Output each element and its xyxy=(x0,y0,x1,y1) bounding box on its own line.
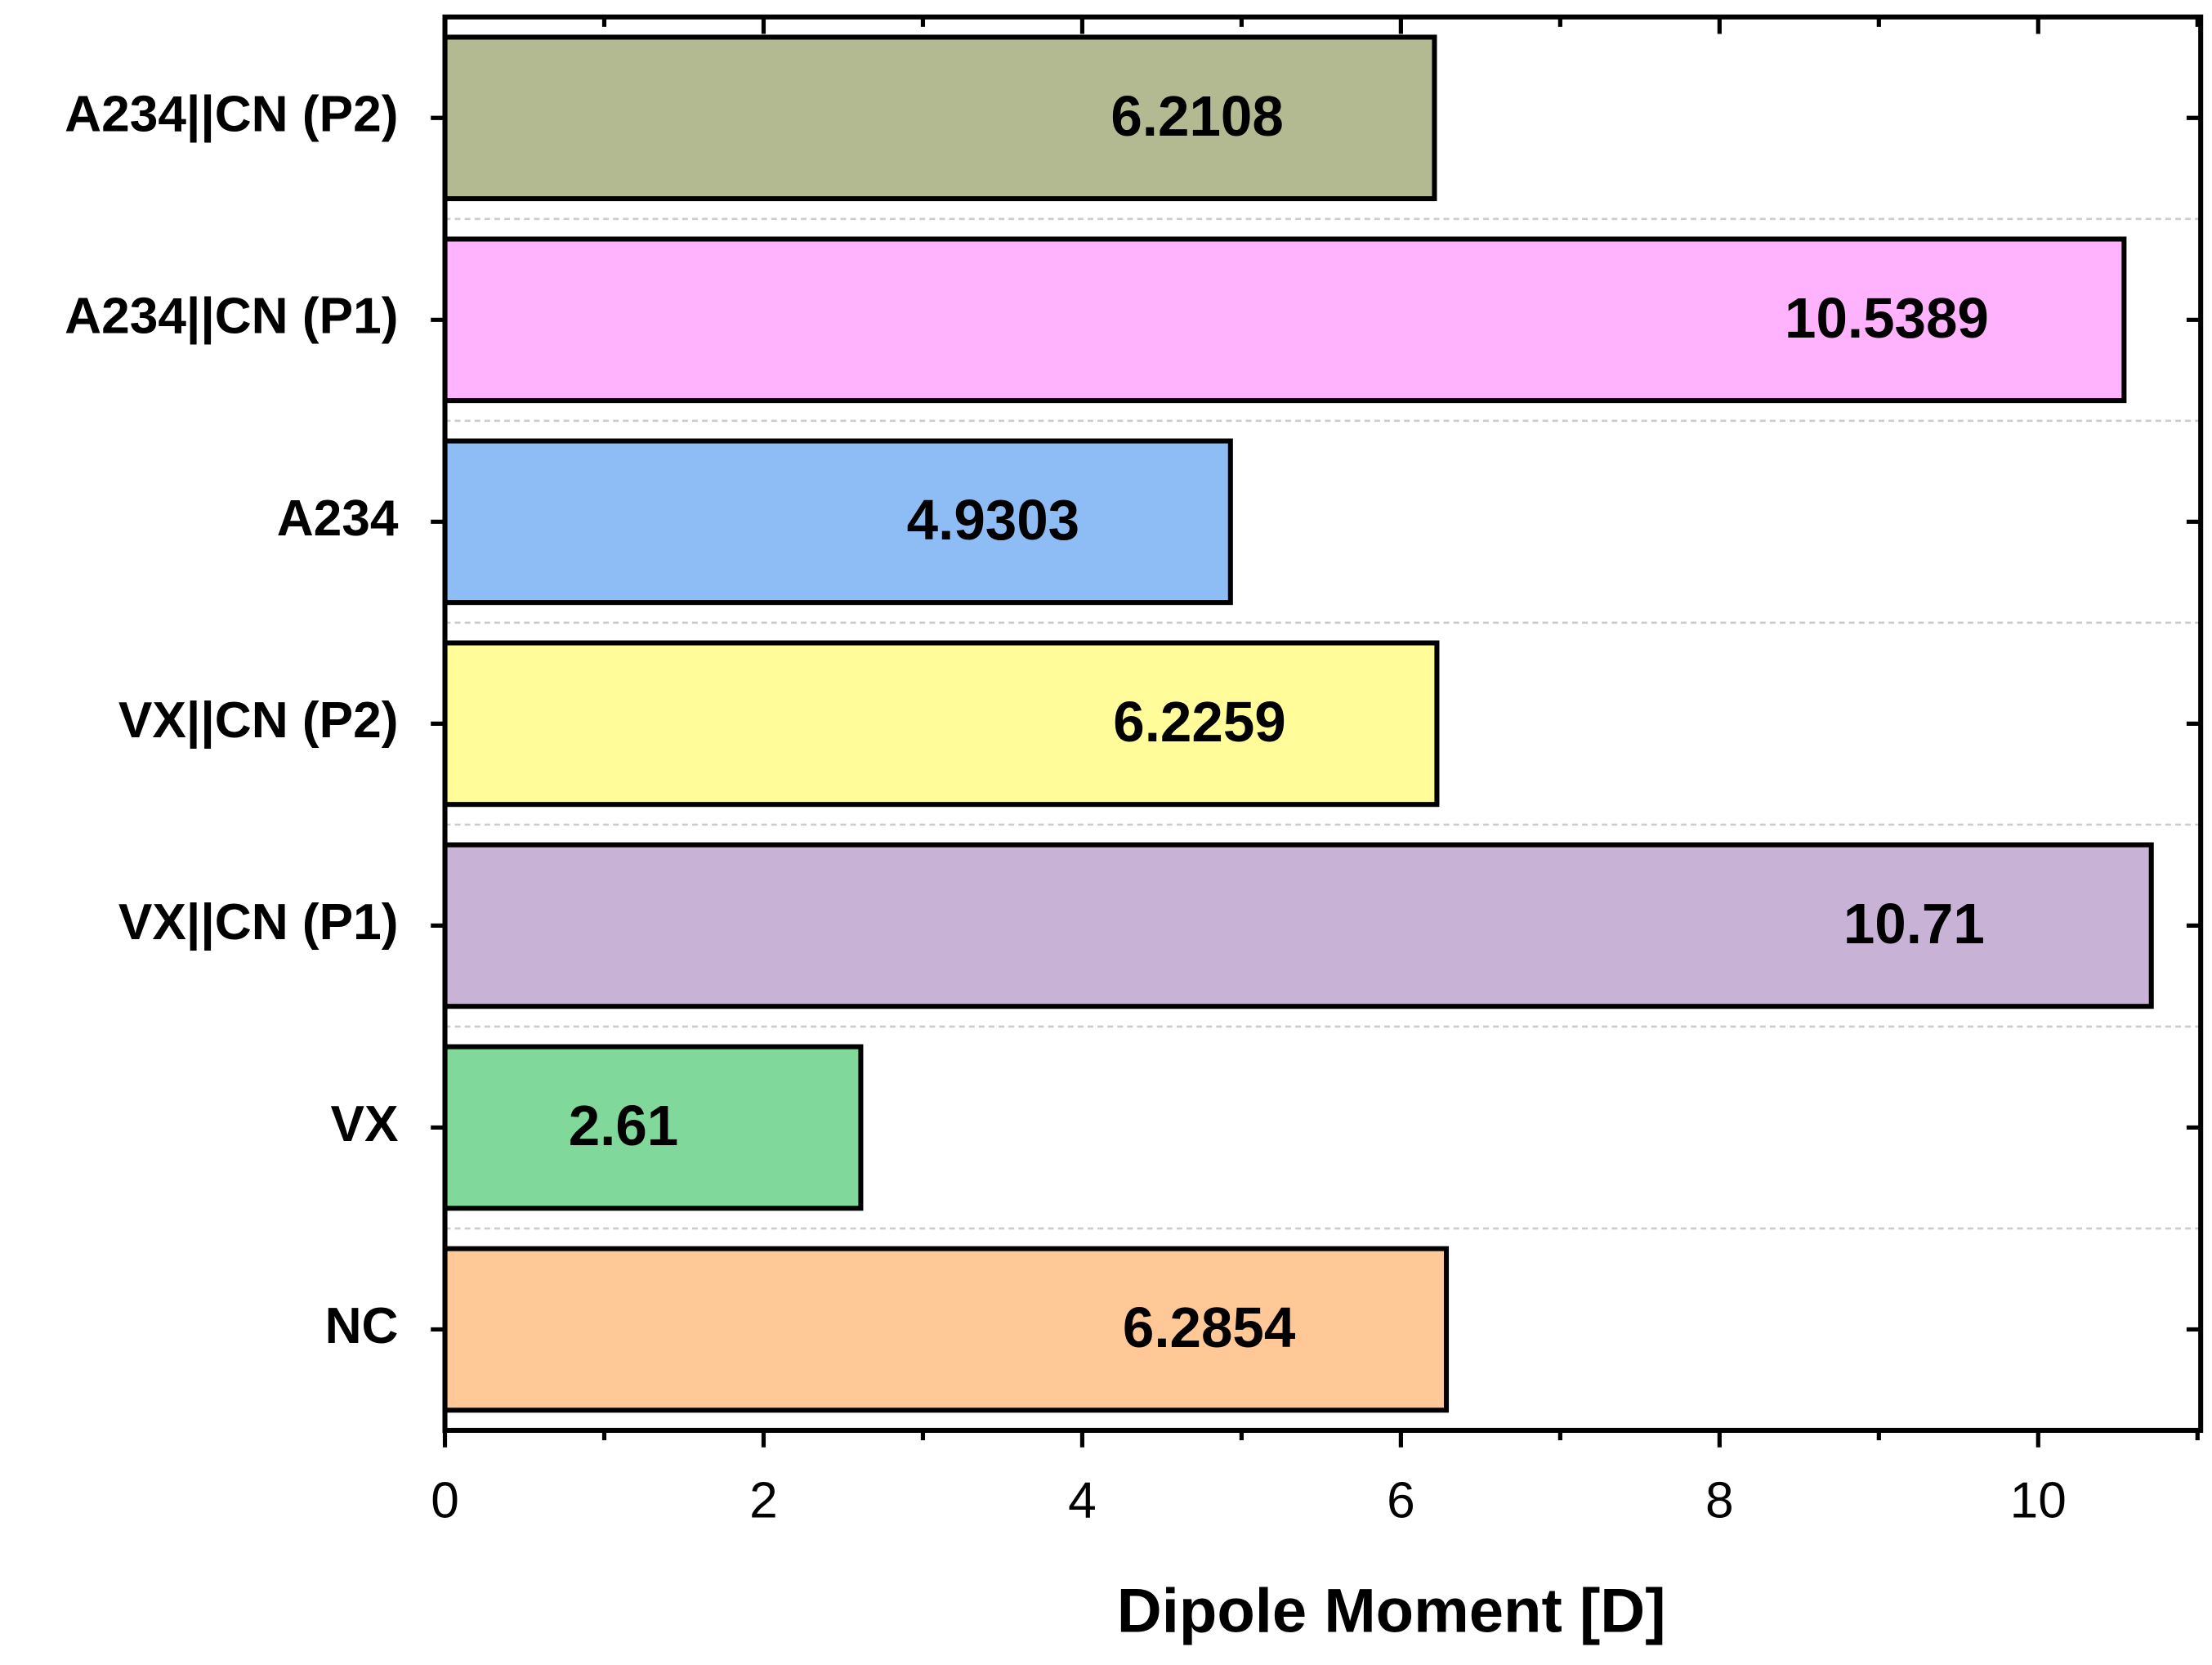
bar xyxy=(442,1246,1450,1413)
y-tick-label: VX||CN (P1) xyxy=(118,894,399,951)
x-tick-label: 8 xyxy=(1705,1472,1734,1528)
bar xyxy=(442,236,2127,404)
x-tick-label: 10 xyxy=(2010,1472,2067,1528)
y-tick-label: A234||CN (P2) xyxy=(65,87,398,143)
x-tick-label: 2 xyxy=(749,1472,778,1528)
x-tick-label: 4 xyxy=(1068,1472,1097,1528)
bar xyxy=(442,842,2154,1009)
y-tick-label: NC xyxy=(325,1298,399,1354)
value-label: 6.2108 xyxy=(1110,84,1283,148)
value-label: 10.5389 xyxy=(1785,286,1989,350)
x-tick-label: 0 xyxy=(431,1472,459,1528)
y-tick-label: VX||CN (P2) xyxy=(118,692,399,749)
bar xyxy=(442,1044,864,1211)
bar xyxy=(442,640,1440,808)
bar xyxy=(442,34,1437,202)
value-label: 4.9303 xyxy=(907,488,1079,552)
y-tick-label: A234||CN (P1) xyxy=(65,289,398,345)
y-tick-label: A234 xyxy=(277,490,399,547)
value-label: 10.71 xyxy=(1843,892,1985,956)
value-label: 2.61 xyxy=(569,1094,679,1157)
y-tick-label: VX xyxy=(330,1096,398,1153)
value-label: 6.2854 xyxy=(1123,1296,1296,1359)
x-tick-label: 6 xyxy=(1387,1472,1415,1528)
bar xyxy=(442,438,1233,606)
value-label: 6.2259 xyxy=(1113,690,1285,754)
plot-frame xyxy=(442,14,2204,1433)
x-axis-label: Dipole Moment [D] xyxy=(1117,1577,1666,1646)
